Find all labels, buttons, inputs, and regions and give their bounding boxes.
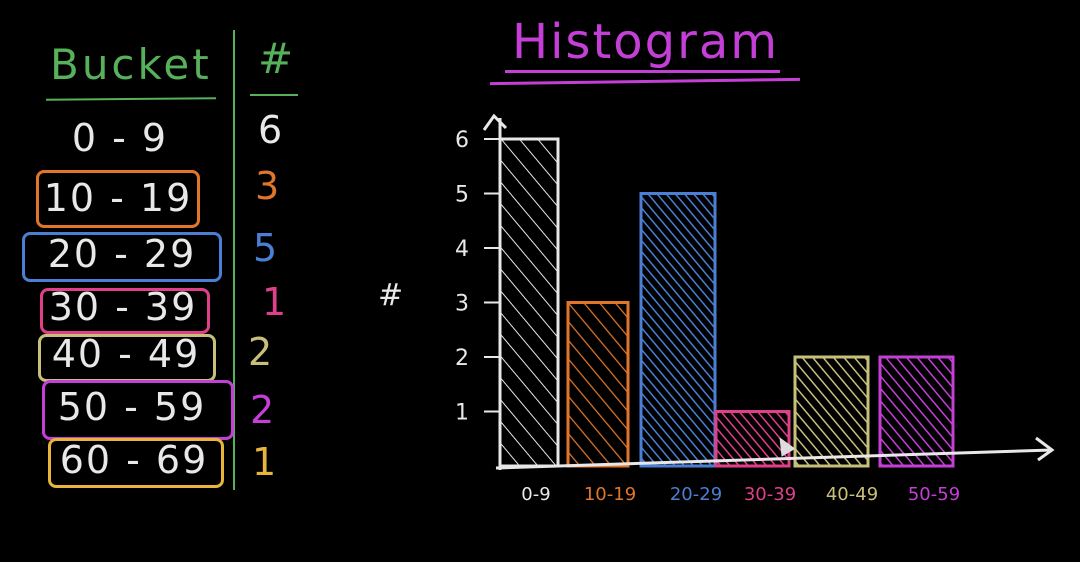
count-value: 3	[255, 164, 280, 208]
y-tick-label: 3	[455, 292, 469, 317]
bucket-label: 0 - 9	[71, 116, 169, 161]
x-tick-label: 30-39	[744, 484, 796, 505]
bucket-label: 40 - 49	[51, 332, 201, 377]
y-tick-label: 5	[455, 183, 469, 208]
count-column-header: #	[258, 34, 294, 83]
x-tick-label: 50-59	[908, 484, 960, 505]
bucket-column-header: Bucket	[50, 40, 212, 89]
bucket-cell: 0 - 9	[40, 112, 200, 166]
count-value: 6	[258, 108, 283, 152]
bucket-cell: 30 - 39	[40, 282, 206, 334]
header-underline-count	[250, 94, 298, 96]
y-tick-label: 6	[455, 128, 469, 153]
count-value: 1	[262, 280, 287, 324]
y-axis-label: #	[378, 278, 404, 313]
histogram-bar	[566, 301, 630, 468]
x-tick-label: 20-29	[670, 484, 722, 505]
y-axis-arrow-icon	[482, 113, 508, 131]
title-underline	[505, 70, 780, 73]
histogram-bar	[878, 355, 955, 468]
x-tick-label: 40-49	[826, 484, 878, 505]
count-value: 5	[253, 226, 278, 270]
bucket-label: 50 - 59	[57, 385, 207, 430]
bucket-label: 10 - 19	[43, 176, 193, 221]
x-tick-label: 0-9	[521, 484, 550, 505]
bucket-highlight-box	[22, 232, 222, 282]
bucket-highlight-box	[40, 288, 210, 334]
x-axis-line	[495, 448, 1053, 470]
histogram-bar	[714, 410, 791, 468]
bucket-cell: 50 - 59	[42, 380, 222, 436]
count-value: 2	[250, 388, 275, 432]
bucket-highlight-box	[36, 170, 200, 228]
y-tick-label: 4	[455, 237, 469, 262]
y-tick-label: 2	[455, 346, 469, 371]
bucket-cell: 20 - 29	[22, 228, 222, 282]
count-value: 1	[252, 440, 277, 484]
table-divider-line	[233, 30, 235, 490]
x-axis-arrow-icon	[1035, 436, 1055, 462]
count-value: 2	[248, 330, 273, 374]
histogram-bar	[793, 355, 870, 468]
y-tick-label: 1	[455, 401, 469, 426]
bucket-label: 30 - 39	[48, 285, 198, 330]
bucket-cell: 60 - 69	[48, 434, 220, 488]
bucket-highlight-box	[48, 438, 224, 488]
bucket-cell: 40 - 49	[38, 328, 214, 382]
bucket-label: 60 - 69	[59, 438, 209, 483]
histogram-bar	[498, 137, 560, 468]
chart-title: Histogram	[512, 14, 779, 70]
histogram-bar	[639, 192, 717, 468]
x-tick-label: 10-19	[584, 484, 636, 505]
bucket-label: 20 - 29	[47, 232, 197, 277]
bucket-cell: 10 - 19	[36, 170, 200, 228]
